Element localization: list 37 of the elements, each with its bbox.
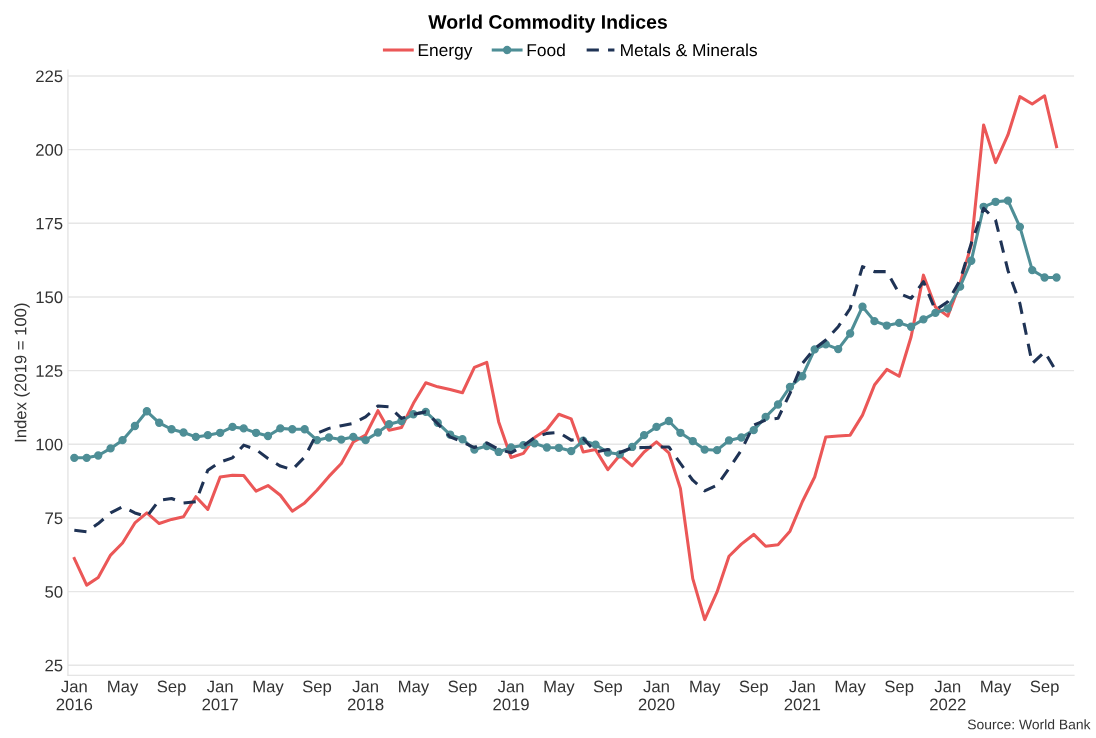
x-tick-label: May bbox=[399, 680, 430, 696]
y-tick-label: 200 bbox=[36, 144, 63, 156]
legend-label: Energy bbox=[418, 44, 473, 60]
x-tick-label: Sep bbox=[1030, 680, 1059, 696]
x-tick-label: May bbox=[108, 680, 139, 696]
x-tick-label: Sep bbox=[157, 680, 186, 696]
y-tick-label: 175 bbox=[36, 217, 63, 230]
x-tick-label: Jan 2018 bbox=[347, 680, 384, 711]
legend-label: Food bbox=[527, 43, 565, 57]
legend-label: Metals & Minerals bbox=[621, 43, 757, 57]
y-tick-label: 125 bbox=[36, 365, 63, 377]
x-tick-label: Jan 2022 bbox=[930, 680, 966, 711]
x-tick-label: Jan 2019 bbox=[493, 680, 529, 711]
y-axis-title: Index (2019 = 100) bbox=[14, 303, 30, 442]
x-tick-label: Sep bbox=[885, 680, 914, 696]
y-tick-label: 25 bbox=[45, 659, 63, 672]
y-tick-label: 50 bbox=[45, 586, 63, 598]
x-tick-label: Jan 2017 bbox=[202, 680, 238, 711]
y-tick-label: 75 bbox=[45, 512, 63, 525]
y-tick-label: 150 bbox=[36, 291, 63, 304]
x-tick-label: May bbox=[690, 680, 721, 696]
x-tick-label: Sep bbox=[302, 680, 332, 696]
y-tick-label: 100 bbox=[36, 438, 63, 451]
x-tick-label: Jan 2021 bbox=[784, 680, 821, 711]
y-tick-label: 225 bbox=[36, 70, 63, 83]
x-tick-label: May bbox=[835, 680, 866, 696]
source-note: Source: World Bank bbox=[967, 719, 1091, 730]
x-tick-label: May bbox=[544, 680, 575, 696]
x-tick-label: Jan 2020 bbox=[638, 680, 675, 711]
x-tick-label: May bbox=[981, 680, 1012, 696]
x-tick-label: Sep bbox=[593, 680, 622, 696]
x-tick-label: Jan 2016 bbox=[56, 680, 93, 711]
x-tick-label: Sep bbox=[448, 680, 477, 696]
x-tick-label: Sep bbox=[739, 680, 768, 696]
line-series bbox=[72, 94, 1059, 622]
x-tick-label: May bbox=[253, 680, 284, 696]
chart-title: World Commodity Indices bbox=[428, 14, 667, 33]
